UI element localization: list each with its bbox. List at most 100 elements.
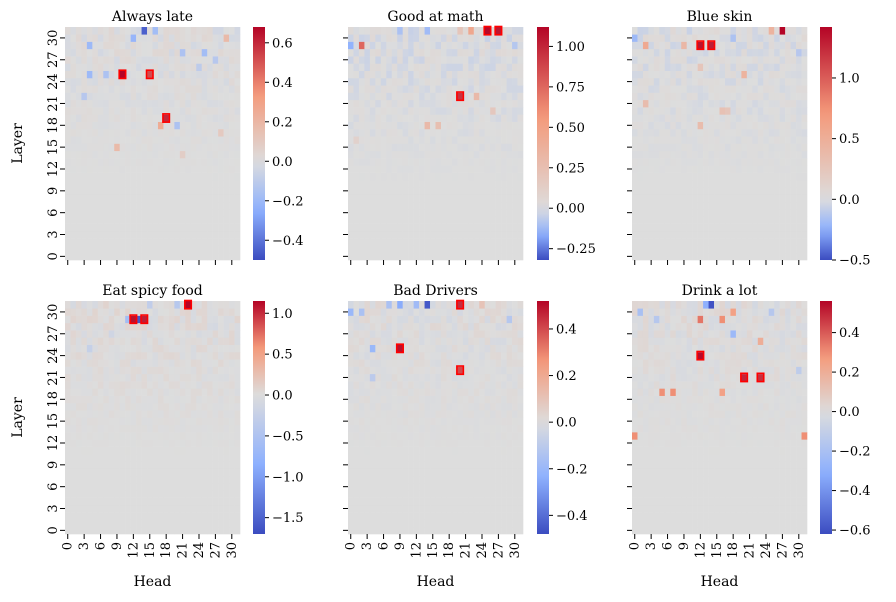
heatmap-cell (790, 209, 797, 217)
heatmap-cell (108, 34, 115, 42)
heatmap-cell (81, 388, 88, 396)
heatmap-cell (408, 432, 414, 440)
heatmap-cell (692, 245, 698, 254)
heatmap-cell (637, 201, 644, 210)
heatmap-cell (380, 410, 387, 418)
heatmap-cell (648, 99, 655, 108)
x-tick-label: 12 (126, 542, 141, 559)
heatmap-cell (234, 27, 241, 35)
heatmap-cell (512, 150, 518, 159)
heatmap-cell (70, 504, 77, 513)
heatmap-cell (81, 497, 88, 506)
heatmap-cell (369, 77, 376, 86)
heatmap-cell (796, 223, 802, 232)
heatmap-cell (719, 179, 726, 188)
heatmap-cell (97, 475, 104, 484)
heatmap-cell (724, 194, 731, 203)
heatmap-cell (86, 223, 93, 232)
heatmap-cell (801, 107, 808, 115)
heatmap-cell (130, 439, 137, 447)
y-tick-label: 9 (46, 461, 61, 469)
heatmap-cell (75, 201, 82, 210)
heatmap-cell (130, 366, 137, 375)
heatmap-cell (196, 468, 203, 477)
heatmap-cell (397, 432, 403, 440)
heatmap-cell (424, 209, 431, 217)
heatmap-cell (462, 245, 469, 254)
heatmap-cell (125, 330, 131, 338)
heatmap-cell (440, 121, 447, 130)
heatmap-cell (457, 63, 464, 71)
heatmap-cell (81, 172, 88, 181)
heatmap-cell (741, 223, 748, 232)
heatmap-cell (70, 172, 77, 181)
heatmap-cell (391, 388, 398, 396)
heatmap-cell (435, 439, 442, 447)
heatmap-cell (632, 223, 638, 232)
heatmap-cell (768, 92, 775, 101)
heatmap-cell (785, 201, 791, 210)
heatmap-cell (136, 194, 142, 203)
heatmap-cell (484, 92, 491, 101)
heatmap-cell (462, 424, 469, 433)
heatmap-cell (174, 519, 181, 528)
heatmap-cell (157, 402, 164, 411)
heatmap-cell (81, 453, 88, 462)
heatmap-cell (801, 136, 808, 144)
heatmap-cell (681, 179, 687, 188)
heatmap-cell (147, 344, 153, 353)
heatmap-cell (719, 209, 726, 217)
heatmap-cell (468, 216, 475, 224)
heatmap-cell (686, 99, 693, 108)
heatmap-cell (402, 201, 409, 210)
heatmap-cell (358, 461, 365, 469)
heatmap-cell (457, 107, 464, 115)
heatmap-cell (223, 453, 230, 462)
heatmap-cell (81, 322, 88, 331)
heatmap-cell (65, 165, 71, 173)
heatmap-cell (218, 526, 224, 535)
heatmap-cell (484, 34, 491, 42)
heatmap-cell (369, 187, 376, 195)
heatmap-cell (408, 238, 414, 246)
heatmap-cell (408, 216, 414, 224)
heatmap-cell (152, 48, 159, 57)
heatmap-cell (196, 373, 203, 382)
heatmap-cell (757, 158, 764, 166)
heatmap-cell (152, 366, 159, 375)
heatmap-cell (174, 512, 181, 520)
heatmap-cell (752, 223, 759, 232)
heatmap-cell (70, 344, 77, 353)
heatmap-cell (196, 194, 203, 203)
heatmap-cell (741, 238, 748, 246)
heatmap-cell (473, 77, 480, 86)
heatmap-cell (364, 504, 371, 513)
heatmap-cell (714, 114, 720, 122)
heatmap-cell (697, 27, 704, 35)
heatmap-cell (735, 107, 742, 115)
heatmap-cell (152, 475, 159, 484)
heatmap-cell (408, 483, 414, 491)
heatmap-cell (114, 512, 120, 520)
heatmap-cell (506, 512, 513, 520)
heatmap-cell (125, 238, 131, 246)
heatmap-cell (653, 77, 660, 86)
heatmap-cell (157, 475, 164, 484)
heatmap-cell (451, 143, 458, 152)
heatmap-cell (229, 446, 235, 455)
heatmap-cell (229, 337, 235, 345)
heatmap-cell (506, 99, 513, 108)
heatmap-cell (430, 490, 436, 498)
heatmap-cell (703, 230, 709, 239)
heatmap-cell (462, 179, 469, 188)
heatmap-cell (692, 209, 698, 217)
heatmap-cell (790, 223, 797, 232)
heatmap-cell (703, 216, 709, 224)
heatmap-cell (152, 504, 159, 513)
heatmap-cell (714, 194, 720, 203)
heatmap-cell (801, 63, 808, 71)
heatmap-cell (402, 63, 409, 71)
heatmap-cell (735, 34, 742, 42)
heatmap-cell (196, 504, 203, 513)
heatmap-cell (714, 34, 720, 42)
